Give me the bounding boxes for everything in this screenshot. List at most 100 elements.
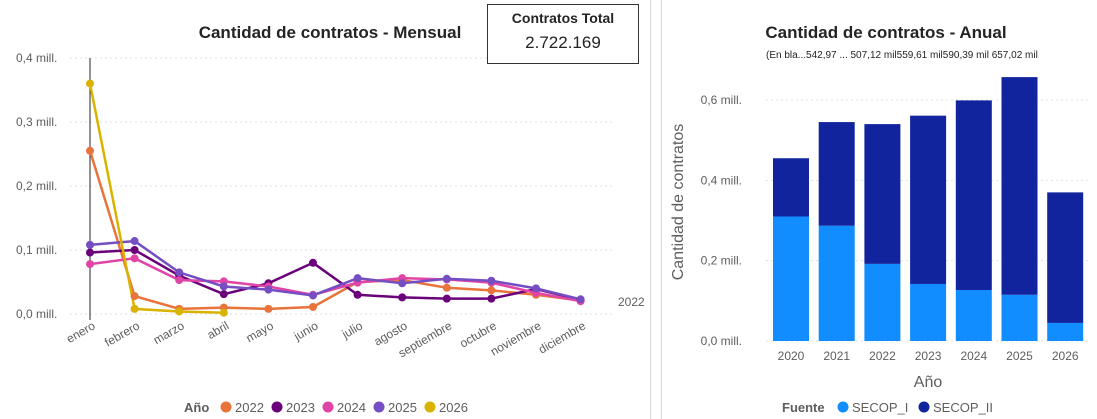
- y-tick-label: 0,4 mill.: [16, 51, 57, 65]
- series-line-2023[interactable]: [89, 248, 581, 302]
- legend-title: Fuente: [782, 400, 825, 415]
- data-point-2025[interactable]: [532, 284, 540, 293]
- y-tick-label: 0,3 mill.: [16, 115, 57, 129]
- data-point-2025[interactable]: [487, 276, 496, 285]
- data-point-2022[interactable]: [309, 302, 317, 311]
- data-point-2023[interactable]: [309, 258, 317, 267]
- data-point-2026[interactable]: [86, 79, 94, 88]
- x-tick-label: 2025: [1006, 349, 1033, 363]
- legend-marker-2022[interactable]: [220, 401, 232, 413]
- x-tick-label: febrero: [102, 318, 142, 349]
- bar-segment-SECOP_II[interactable]: [864, 124, 901, 264]
- data-point-2022[interactable]: [487, 286, 496, 295]
- legend-marker-2025[interactable]: [373, 401, 385, 413]
- legend-label-SECOP_I[interactable]: SECOP_I: [852, 400, 908, 415]
- legend-label-2023[interactable]: 2023: [286, 400, 315, 415]
- legend-marker-2023[interactable]: [271, 401, 283, 413]
- legend-label-2025[interactable]: 2025: [388, 400, 417, 415]
- data-point-2023[interactable]: [219, 290, 228, 299]
- y-tick-label: 0,0 mill.: [701, 334, 742, 348]
- series-line-2025[interactable]: [89, 239, 581, 301]
- y-tick-label: 0,0 mill.: [16, 307, 57, 321]
- bar-segment-SECOP_II[interactable]: [955, 100, 992, 290]
- legend-label-SECOP_II[interactable]: SECOP_II: [933, 400, 993, 415]
- legend-label-2024[interactable]: 2024: [337, 400, 366, 415]
- bar-segment-SECOP_I[interactable]: [955, 289, 992, 341]
- data-point-2025[interactable]: [219, 282, 228, 291]
- data-point-2026[interactable]: [175, 307, 184, 316]
- bar-segment-SECOP_II[interactable]: [910, 115, 947, 284]
- data-point-2025[interactable]: [353, 274, 362, 283]
- kpi-title: Contratos Total: [511, 10, 615, 26]
- bar-segment-SECOP_II[interactable]: [1047, 192, 1084, 323]
- data-point-2023[interactable]: [86, 248, 94, 257]
- data-point-2025[interactable]: [264, 285, 273, 294]
- data-point-2024[interactable]: [86, 260, 94, 269]
- data-point-2024[interactable]: [130, 254, 139, 263]
- y-tick-label: 0,4 mill.: [701, 173, 742, 187]
- x-tick-label: julio: [339, 318, 366, 341]
- data-point-2023[interactable]: [398, 293, 407, 302]
- bar-segment-SECOP_II[interactable]: [818, 122, 855, 226]
- x-tick-label: enero: [64, 318, 98, 346]
- data-point-2023[interactable]: [130, 246, 139, 254]
- annual-chart-subtitle: (En bla...542,97 ... 507,12 mil559,61 mi…: [766, 50, 1038, 61]
- data-point-2023[interactable]: [353, 290, 362, 299]
- data-point-2026[interactable]: [130, 304, 139, 313]
- bar-segment-SECOP_I[interactable]: [1047, 322, 1084, 341]
- legend-marker-2026[interactable]: [424, 401, 436, 413]
- legend-marker-SECOP_I[interactable]: [837, 401, 849, 413]
- annual-chart-title: Cantidad de contratos - Anual: [765, 23, 1006, 42]
- x-tick-label: 2023: [915, 349, 942, 363]
- data-point-2025[interactable]: [576, 295, 585, 304]
- monthly-line-chart: Cantidad de contratos - Mensual 0,0 mill…: [16, 23, 645, 415]
- data-point-2022[interactable]: [86, 146, 94, 155]
- monthly-chart-panel: Cantidad de contratos - Mensual 0,0 mill…: [16, 0, 651, 419]
- y-tick-label: 0,2 mill.: [701, 254, 742, 268]
- bar-segment-SECOP_II[interactable]: [773, 158, 809, 217]
- bar-segment-SECOP_I[interactable]: [910, 283, 947, 341]
- x-tick-label: diciembre: [536, 318, 588, 356]
- bar-segment-SECOP_I[interactable]: [1001, 294, 1038, 341]
- annual-bar-chart: Cantidad de contratos - Anual (En bla...…: [670, 23, 1090, 415]
- monthly-chart-title: Cantidad de contratos - Mensual: [199, 23, 462, 42]
- data-point-2025[interactable]: [130, 237, 139, 246]
- data-point-2022[interactable]: [130, 292, 139, 301]
- data-point-2022[interactable]: [442, 283, 451, 292]
- x-tick-label: 2021: [823, 349, 850, 363]
- data-point-2024[interactable]: [175, 276, 184, 285]
- kpi-value: 2.722.169: [525, 33, 601, 52]
- x-axis-title: Año: [914, 374, 943, 391]
- legend-marker-SECOP_II[interactable]: [918, 401, 930, 413]
- x-tick-label: noviembre: [488, 318, 544, 358]
- y-tick-label: 0,1 mill.: [16, 243, 57, 257]
- data-point-2026[interactable]: [219, 308, 228, 317]
- data-point-2025[interactable]: [309, 291, 317, 300]
- x-tick-label: junio: [291, 318, 321, 343]
- bar-segment-SECOP_I[interactable]: [818, 225, 855, 341]
- x-tick-label: mayo: [243, 318, 276, 345]
- series-line-2024[interactable]: [89, 257, 581, 303]
- legend-title: Año: [184, 400, 209, 415]
- y-axis-title: Cantidad de contratos: [670, 124, 687, 281]
- legend-label-2022[interactable]: 2022: [235, 400, 264, 415]
- data-point-2025[interactable]: [86, 240, 94, 249]
- series-line-2022[interactable]: [88, 150, 581, 311]
- bar-segment-SECOP_II[interactable]: [1001, 77, 1038, 295]
- x-tick-label: 2024: [960, 349, 987, 363]
- data-point-2023[interactable]: [442, 294, 451, 303]
- bar-segment-SECOP_I[interactable]: [864, 263, 901, 341]
- y-tick-label: 0,6 mill.: [701, 93, 742, 107]
- data-point-2025[interactable]: [442, 274, 451, 283]
- data-point-2025[interactable]: [398, 279, 407, 288]
- data-point-2023[interactable]: [487, 294, 496, 303]
- legend-label-2026[interactable]: 2026: [439, 400, 468, 415]
- legend-marker-2024[interactable]: [322, 401, 334, 413]
- data-point-2022[interactable]: [264, 304, 273, 313]
- x-tick-label: abril: [205, 318, 232, 341]
- total-contracts-card: Contratos Total 2.722.169: [487, 4, 639, 64]
- x-tick-label: 2020: [778, 349, 805, 363]
- series-line-2026[interactable]: [88, 83, 224, 314]
- data-point-2025[interactable]: [175, 268, 184, 277]
- bar-segment-SECOP_I[interactable]: [773, 216, 809, 341]
